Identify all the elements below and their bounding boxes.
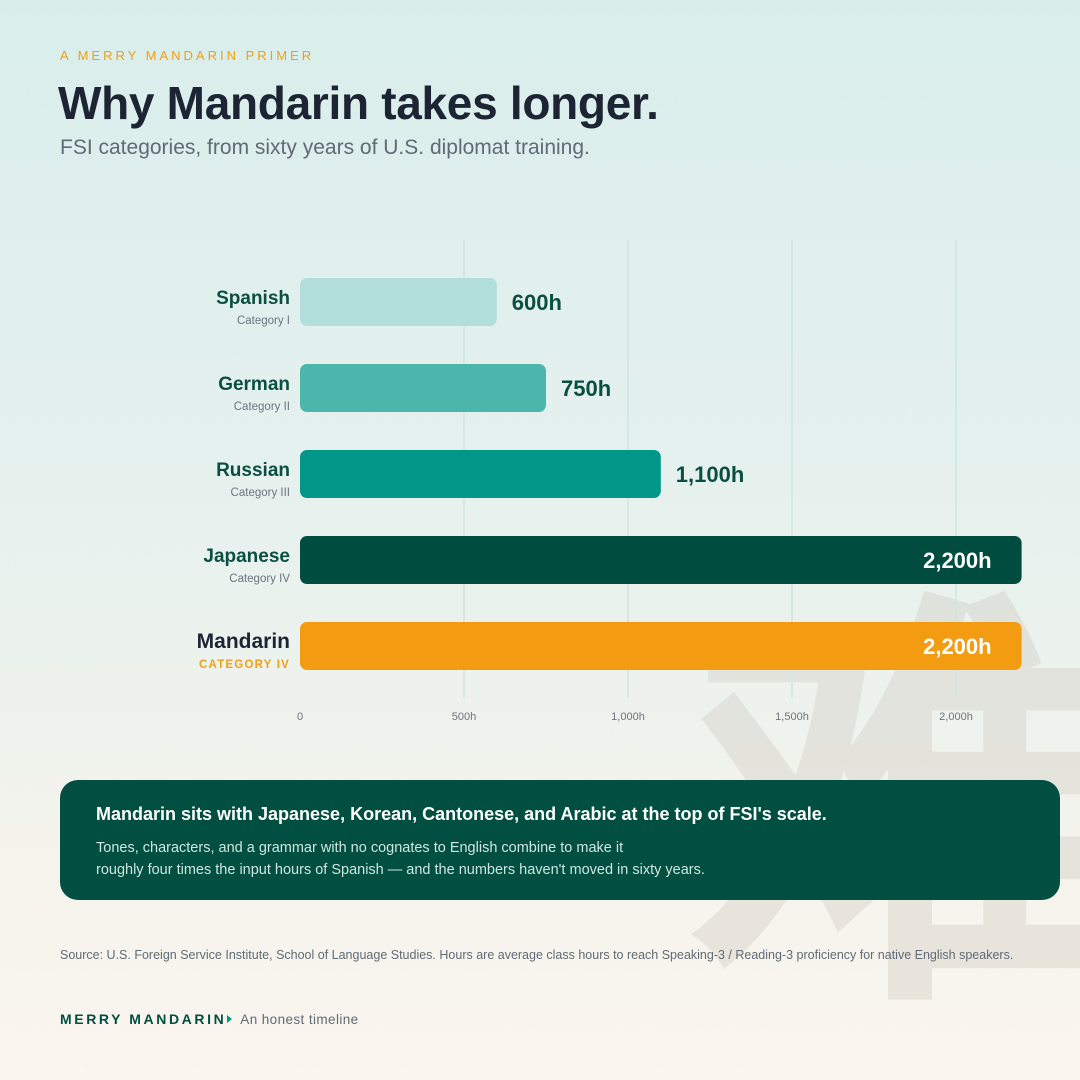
callout-body: Tones, characters, and a grammar with no…: [96, 837, 776, 881]
callout-body-line-2: roughly four times the input hours of Sp…: [96, 862, 705, 878]
x-tick-label-2000: 2,000h: [939, 711, 973, 723]
category-sublabel-german: Category II: [234, 401, 290, 413]
x-tick-label-1000: 1,000h: [611, 711, 645, 723]
kicker: A MERRY MANDARIN PRIMER: [60, 48, 315, 63]
source-note: Source: U.S. Foreign Service Institute, …: [60, 948, 1014, 962]
category-label-spanish: Spanish: [216, 288, 290, 309]
bar-mandarin: [300, 622, 1022, 670]
bar-chart: 0 500h 1,000h 1,500h 2,000h Spanish Category I…: [197, 240, 1022, 723]
value-label-russian: 1,100h: [676, 462, 745, 487]
brand-name: MERRY MANDARIN: [60, 1011, 227, 1027]
category-sublabel-mandarin: CATEGORY IV: [199, 659, 290, 671]
category-sublabel-spanish: Category I: [237, 315, 290, 327]
page-title: Why Mandarin takes longer.: [58, 77, 659, 129]
category-label-russian: Russian: [216, 460, 290, 481]
bar-russian: [300, 450, 661, 498]
category-label-german: German: [218, 374, 290, 395]
callout-body-line-1: Tones, characters, and a grammar with no…: [96, 840, 624, 856]
footer: MERRY MANDARIN An honest timeline: [60, 1011, 359, 1027]
category-sublabel-russian: Category III: [231, 487, 290, 499]
value-label-german: 750h: [561, 376, 611, 401]
category-label-japanese: Japanese: [203, 546, 290, 567]
x-tick-label-1500: 1,500h: [775, 711, 809, 723]
callout-headline: Mandarin sits with Japanese, Korean, Can…: [96, 804, 827, 824]
category-sublabel-japanese: Category IV: [229, 573, 290, 585]
value-label-spanish: 600h: [512, 290, 562, 315]
category-label-mandarin: Mandarin: [197, 630, 290, 653]
callout-box: Mandarin sits with Japanese, Korean, Can…: [60, 780, 1060, 900]
page-subtitle: FSI categories, from sixty years of U.S.…: [60, 136, 590, 159]
bar-spanish: [300, 278, 497, 326]
x-tick-label-500: 500h: [452, 711, 476, 723]
x-tick-label-0: 0: [297, 711, 303, 723]
value-label-mandarin: 2,200h: [923, 634, 992, 659]
bar-german: [300, 364, 546, 412]
value-label-japanese: 2,200h: [923, 548, 992, 573]
bar-japanese: [300, 536, 1022, 584]
footer-tagline: An honest timeline: [240, 1011, 359, 1027]
brand-arrow-icon: [227, 1015, 233, 1023]
